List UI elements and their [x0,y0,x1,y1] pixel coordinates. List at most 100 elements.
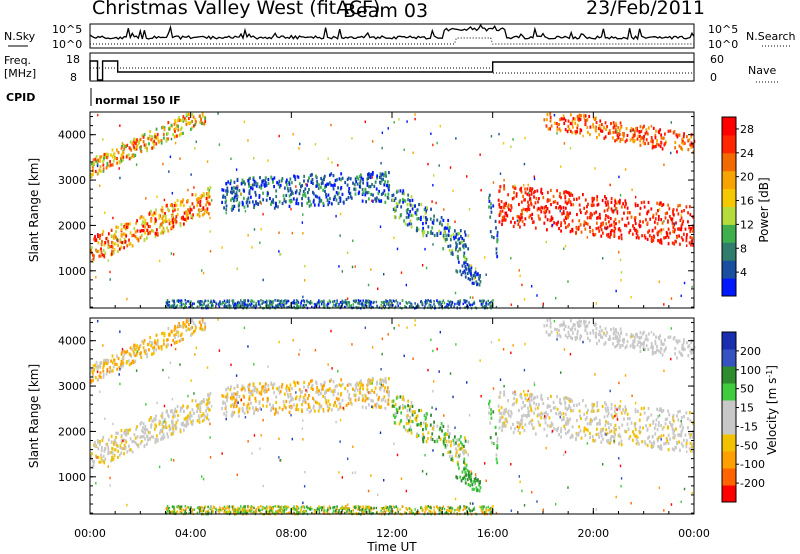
radar-cell [144,427,147,432]
radar-cell [305,183,307,186]
radar-cell [247,196,250,200]
radar-cell [290,207,292,211]
radar-cell [656,138,658,143]
radar-cell [600,440,603,444]
radar-cell [201,327,203,332]
radar-cell [386,303,388,306]
radar-cell [120,153,123,158]
radar-cell [557,220,559,224]
radar-cell [513,186,516,190]
radar-cell [580,436,583,440]
radar-cell [609,423,612,427]
radar-cell [330,408,333,412]
radar-cell [168,428,171,432]
radar-cell [359,299,362,303]
radar-cell [230,198,232,202]
radar-cell [129,428,131,432]
radar-cell [408,213,410,217]
radar-cell [465,463,468,467]
radar-cell [401,197,404,202]
radar-cell [678,433,681,437]
radar-cell [225,199,228,203]
radar-cell [433,233,436,238]
radar-cell [113,247,116,252]
radar-cell [92,158,95,162]
radar-cell [564,128,567,132]
radar-cell [163,136,165,140]
radar-cell [119,162,121,165]
radar-cell [577,117,579,121]
colorbar-swatch [722,278,736,297]
radar-cell [102,158,105,162]
radar-cell [395,299,398,302]
radar-cell [595,221,598,225]
power-ylabel: Slant Range [km] [27,158,41,262]
radar-cell [191,113,194,117]
radar-cell [107,451,110,456]
radar-cell [464,439,467,443]
radar-cell [128,157,131,161]
radar-cell [614,217,617,221]
radar-cell [205,409,207,413]
radar-cell [495,305,498,309]
radar-cell [303,398,306,402]
radar-cell [121,446,124,451]
radar-cell [661,342,664,346]
radar-cell [610,196,613,201]
radar-cell [349,195,352,199]
radar-cell [106,163,108,167]
radar-cell [308,199,311,203]
radar-cell [629,129,632,133]
radar-cell [659,144,662,148]
radar-cell [458,438,461,442]
radar-cell [352,239,354,243]
radar-cell [272,406,275,411]
colorbar-swatch [722,134,736,154]
radar-cell [411,198,414,202]
radar-cell [231,402,234,407]
radar-cell [332,184,334,188]
radar-cell [636,234,639,238]
radar-cell [335,302,337,306]
radar-cell [556,125,559,129]
colorbar-swatch [722,188,736,207]
radar-cell [605,203,608,207]
radar-cell [616,212,619,215]
radar-cell [271,304,273,307]
radar-cell [369,175,372,180]
radar-cell [443,442,445,446]
radar-cell [657,424,660,428]
radar-cell [97,158,99,162]
radar-cell [154,217,157,221]
radar-cell [405,306,407,309]
radar-cell [233,195,236,199]
radar-cell [326,404,329,408]
radar-cell [647,141,650,146]
radar-cell [231,410,234,415]
radar-cell [92,459,94,463]
radar-cell [542,302,545,306]
radar-cell [205,210,208,214]
radar-cell [508,413,510,417]
radar-cell [136,138,138,142]
radar-cell [182,404,185,408]
radar-cell [377,397,380,402]
radar-cell [183,203,185,208]
radar-cell [636,126,638,130]
radar-cell [619,258,622,262]
radar-cell [593,403,596,407]
radar-cell [242,303,244,307]
radar-cell [524,208,527,212]
radar-cell [457,444,459,448]
radar-cell [635,434,638,438]
radar-cell [479,275,481,279]
radar-cell [225,189,227,193]
radar-cell [346,383,349,388]
radar-cell [425,299,427,302]
radar-cell [531,217,533,221]
radar-cell [279,183,282,188]
radar-cell [443,437,445,442]
radar-cell [132,439,135,443]
radar-cell [307,196,310,200]
radar-cell [275,194,278,199]
